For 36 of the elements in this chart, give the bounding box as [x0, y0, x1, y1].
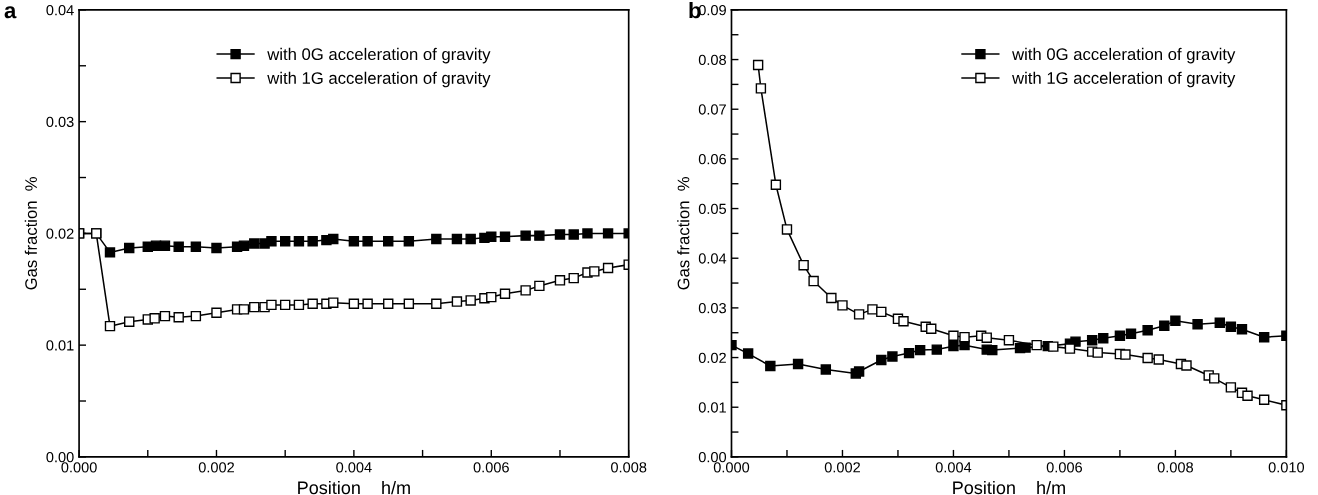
legend-label: with 0G acceleration of gravity — [267, 47, 491, 64]
y-tick-label: 0.05 — [698, 203, 727, 214]
y-tick-label: 0.07 — [698, 104, 726, 115]
y-tick-label: 0.03 — [698, 302, 726, 314]
x-tick-label: 0.002 — [824, 462, 860, 473]
x-tick-label: 0.004 — [336, 462, 372, 473]
x-tick-label: 0.004 — [935, 462, 972, 473]
y-tick-label: 0.09 — [698, 5, 726, 16]
legend-label: with 0G acceleration of gravity — [1012, 47, 1236, 64]
x-tick-label: 0.006 — [473, 462, 509, 473]
legend-label: with 1G acceleration of gravity — [267, 71, 491, 88]
x-tick-label: 0.000 — [61, 462, 97, 473]
text: b — [689, 2, 701, 19]
y-tick-label: 0.08 — [698, 54, 726, 65]
y-tick-label: 0.01 — [46, 340, 74, 351]
y-tick-label: 0.03 — [46, 116, 74, 128]
y-axis-title: Gas fraction % — [677, 177, 690, 290]
x-tick-label: 0.008 — [611, 462, 647, 473]
x-tick-label: 0.000 — [713, 462, 750, 473]
x-axis-title: Position h/m — [953, 480, 1065, 495]
y-tick-label: 0.02 — [46, 228, 74, 239]
y-tick-label: 0.00 — [698, 451, 727, 463]
y-tick-label: 0.01 — [698, 402, 726, 413]
y-tick-label: 0.04 — [46, 5, 74, 16]
text: a — [4, 6, 17, 19]
y-tick-label: 0.06 — [698, 154, 726, 165]
x-tick-label: 0.010 — [1268, 462, 1305, 473]
x-tick-label: 0.002 — [198, 462, 234, 473]
y-axis-title: Gas fraction % — [24, 177, 37, 290]
y-tick-label: 0.04 — [698, 253, 727, 264]
x-axis-title: Position h/m — [298, 480, 410, 495]
y-tick-label: 0.02 — [698, 352, 726, 363]
x-tick-label: 0.008 — [1157, 462, 1194, 473]
legend-label: with 1G acceleration of gravity — [1012, 71, 1236, 88]
y-tick-label: 0.00 — [46, 451, 74, 463]
x-tick-label: 0.006 — [1046, 462, 1083, 473]
